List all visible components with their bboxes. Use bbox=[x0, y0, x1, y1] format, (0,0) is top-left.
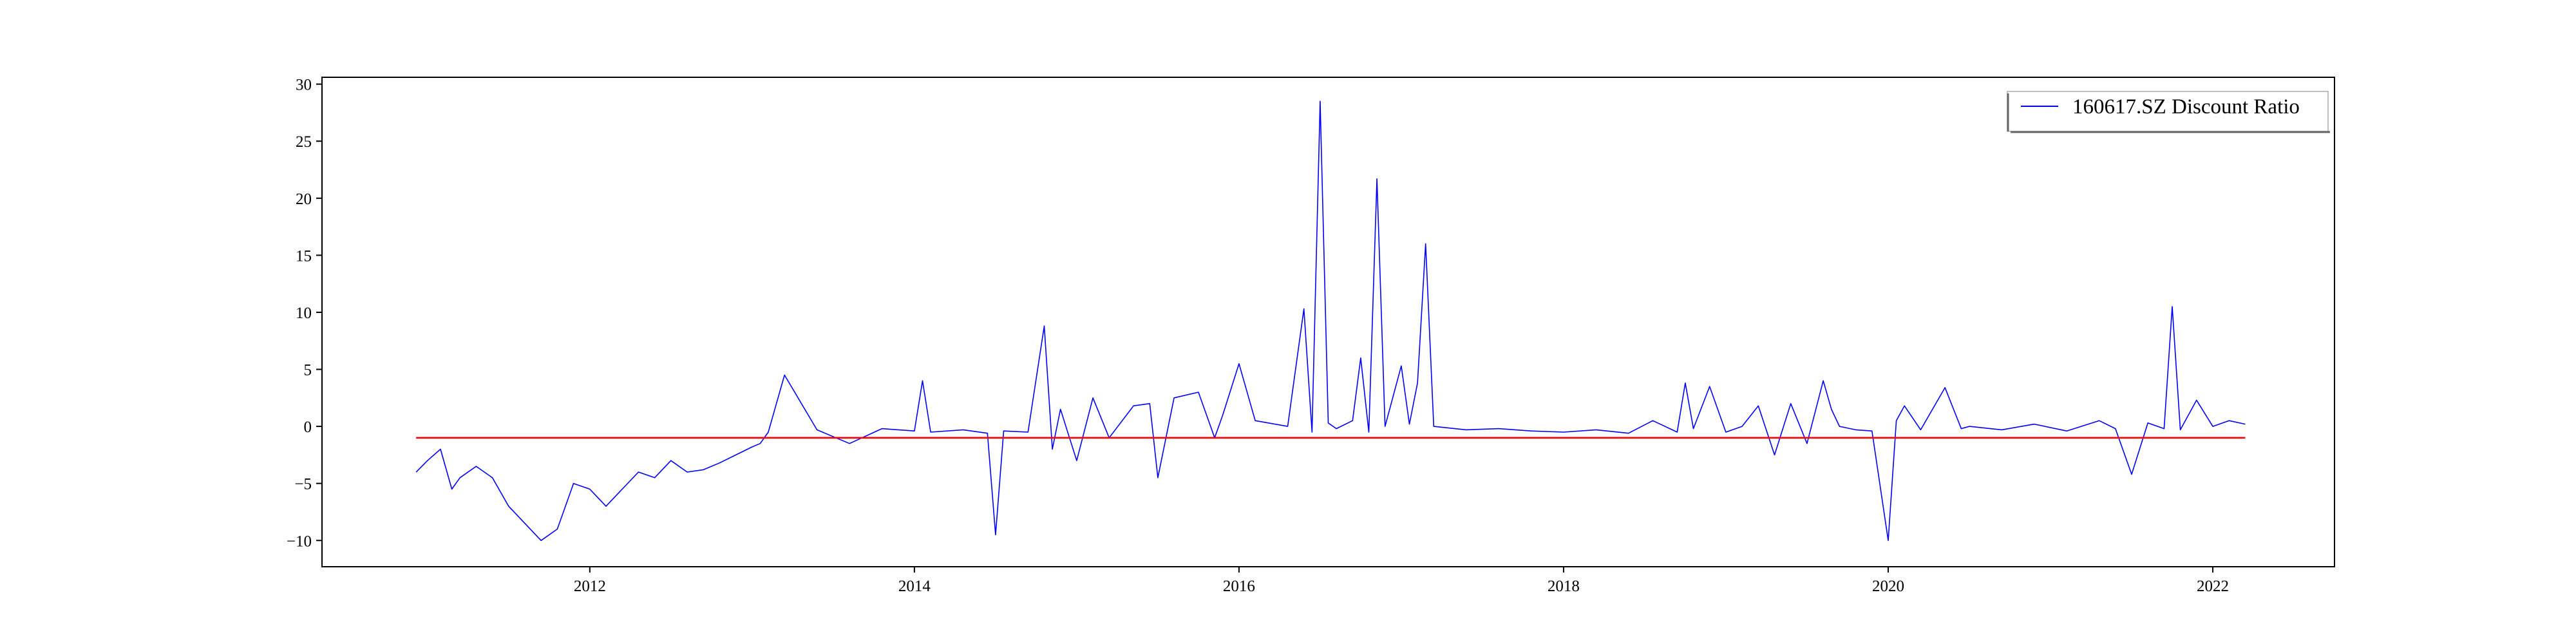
y-tick-label: 25 bbox=[296, 133, 312, 151]
series-layer bbox=[415, 100, 2246, 542]
y-tick-label: 15 bbox=[296, 247, 312, 265]
x-tick-label: 2018 bbox=[1548, 578, 1580, 595]
y-tick-label: −5 bbox=[294, 476, 312, 493]
x-tick-label: 2012 bbox=[574, 578, 606, 595]
y-axis: −10 −5 0 5 10 15 20 25 30 bbox=[287, 77, 322, 550]
plot-axes bbox=[321, 77, 2335, 567]
legend: 160617.SZ Discount Ratio bbox=[2007, 91, 2330, 133]
y-tick-label: 30 bbox=[296, 77, 312, 94]
x-tick-label: 2022 bbox=[2197, 578, 2229, 595]
plot-frame bbox=[321, 77, 2335, 567]
y-tick-label: 20 bbox=[296, 191, 312, 208]
legend-label: 160617.SZ Discount Ratio bbox=[2072, 95, 2300, 118]
y-tick-label: 0 bbox=[304, 419, 312, 436]
y-tick-label: 10 bbox=[296, 305, 312, 322]
x-tick-label: 2020 bbox=[1872, 578, 1904, 595]
y-tick-label: 5 bbox=[304, 362, 312, 379]
series-line-discount-ratio bbox=[415, 100, 2246, 542]
x-axis: 2012 2014 2016 2018 2020 2022 bbox=[574, 567, 2229, 595]
y-tick-label: −10 bbox=[287, 533, 312, 550]
x-tick-label: 2014 bbox=[898, 578, 931, 595]
x-tick-label: 2016 bbox=[1223, 578, 1255, 595]
